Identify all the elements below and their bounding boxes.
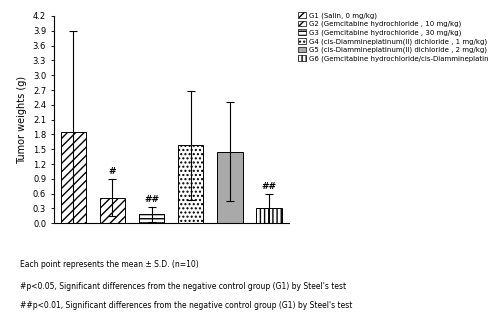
- Legend: G1 (Salin, 0 mg/kg), G2 (Gemcitabine hydrochloride , 10 mg/kg), G3 (Gemcitabine : G1 (Salin, 0 mg/kg), G2 (Gemcitabine hyd…: [297, 12, 488, 62]
- Bar: [178, 145, 203, 223]
- Bar: [256, 209, 281, 223]
- Text: ##: ##: [261, 182, 276, 191]
- Y-axis label: Tumor weights (g): Tumor weights (g): [17, 76, 27, 164]
- Bar: [61, 132, 86, 223]
- Text: Each point represents the mean ± S.D. (n=10): Each point represents the mean ± S.D. (n…: [20, 260, 198, 269]
- Text: #p<0.05, Significant differences from the negative control group (G1) by Steel's: #p<0.05, Significant differences from th…: [20, 282, 345, 291]
- Text: #: #: [108, 167, 116, 176]
- Text: ##: ##: [144, 195, 159, 204]
- Bar: [139, 214, 164, 223]
- Text: ##p<0.01, Significant differences from the negative control group (G1) by Steel': ##p<0.01, Significant differences from t…: [20, 301, 351, 310]
- Bar: [100, 198, 125, 223]
- Bar: [217, 152, 242, 223]
